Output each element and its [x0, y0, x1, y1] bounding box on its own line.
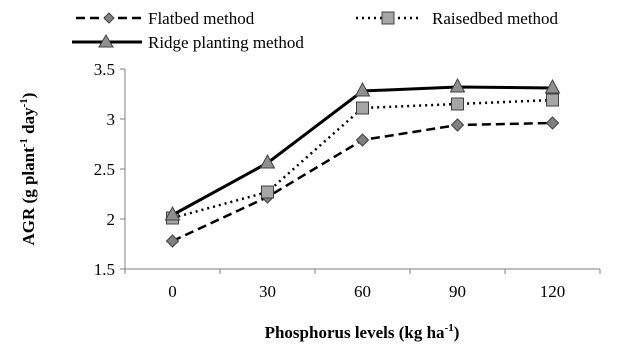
y-axis-title-part2: day	[19, 107, 38, 138]
data-point-triangle	[164, 205, 181, 221]
data-point-triangle	[544, 78, 561, 94]
x-tick-label: 60	[354, 282, 371, 301]
data-point-square	[451, 97, 464, 111]
data-point-diamond	[450, 118, 465, 132]
x-axis-title-main: Phosphorus levels (kg ha	[265, 323, 445, 342]
y-tick-label: 2	[107, 210, 116, 229]
series-solid	[164, 77, 561, 221]
x-tick-label: 0	[168, 282, 177, 301]
y-ticks: 1.5 2 2.5 3 3.5	[94, 60, 125, 279]
x-ticks: 0 30 60 90 120	[124, 269, 601, 301]
data-point-triangle	[354, 81, 371, 97]
legend-marker-flatbed	[103, 12, 115, 24]
legend-marker-raisedbed	[381, 11, 395, 25]
data-point-diamond	[165, 234, 180, 248]
legend-item-flatbed: Flatbed method	[76, 9, 255, 28]
x-tick-label: 30	[259, 282, 276, 301]
series-layer	[164, 77, 561, 248]
data-point-square	[546, 93, 559, 107]
series-line	[172, 98, 553, 220]
x-axis-title-end: )	[454, 323, 460, 342]
series-dashed	[165, 116, 560, 248]
y-tick-label: 1.5	[94, 260, 115, 279]
legend-marker-ridge	[98, 34, 114, 48]
axes: 1.5 2 2.5 3 3.5 0 30 60 90 120	[94, 60, 601, 301]
y-tick-label: 3.5	[94, 60, 115, 79]
legend-item-raisedbed: Raisedbed method	[356, 9, 559, 28]
x-axis-title: Phosphorus levels (kg ha-1)	[265, 322, 460, 342]
legend-item-ridge: Ridge planting method	[72, 33, 304, 52]
legend: Flatbed method Raisedbed method Ridge pl…	[72, 9, 559, 52]
x-tick-label: 120	[540, 282, 566, 301]
data-point-diamond	[545, 116, 560, 130]
legend-label-raisedbed: Raisedbed method	[432, 9, 559, 28]
x-axis-title-sup: -1	[445, 322, 454, 334]
y-axis-title: AGR (g plant-1 day-1)	[18, 93, 38, 246]
y-tick-label: 2.5	[94, 160, 115, 179]
data-point-square	[261, 185, 274, 199]
y-axis-title-end: )	[19, 93, 38, 99]
data-point-diamond	[355, 133, 370, 147]
x-tick-label: 90	[449, 282, 466, 301]
y-axis-title-part1: AGR (g plant	[19, 147, 38, 246]
data-point-square	[356, 101, 369, 115]
data-point-triangle	[259, 153, 276, 169]
series-dotted	[166, 93, 559, 225]
y-axis-title-sup1: -1	[18, 138, 30, 147]
data-point-triangle	[449, 77, 466, 93]
y-axis-title-sup2: -1	[18, 98, 30, 107]
legend-label-ridge: Ridge planting method	[148, 33, 304, 52]
y-tick-label: 3	[107, 110, 116, 129]
legend-label-flatbed: Flatbed method	[148, 9, 255, 28]
